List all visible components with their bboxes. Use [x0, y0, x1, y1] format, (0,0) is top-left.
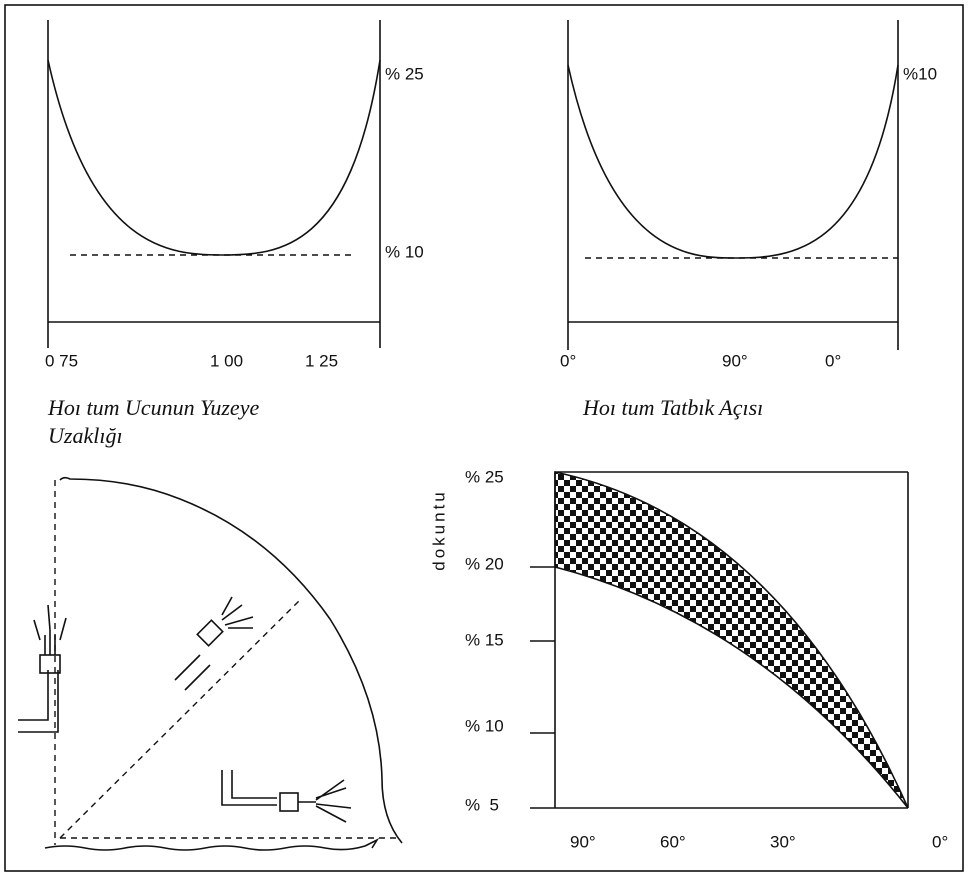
- drawing-line: [221, 596, 254, 629]
- curve: [567, 64, 899, 259]
- caption: Hoı tum Ucunun Yuzeye: [47, 395, 259, 420]
- frame: [4, 4, 964, 872]
- x-label: 90°: [570, 832, 596, 851]
- drawing-line: [174, 654, 211, 691]
- y-label: % 15: [465, 630, 504, 649]
- x-label: 30°: [770, 832, 796, 851]
- y-title: dokuntu: [429, 489, 448, 571]
- spray-illustration: [18, 476, 403, 851]
- band-chart: dokuntu % 25 % 20 % 15 % 10 % 5 90° 60° …: [429, 467, 948, 851]
- drawing-line: [39, 654, 61, 674]
- caption: Hoı tum Tatbık Açısı: [582, 395, 763, 420]
- caption: Uzaklığı: [48, 423, 123, 448]
- drawing-line: [59, 476, 403, 844]
- x-label: 0°: [825, 351, 841, 370]
- band: [554, 471, 909, 809]
- drawing-line: [196, 619, 224, 647]
- left-panel: % 25 % 10 0 75 1 00 1 25 Hoı tum Ucunun …: [45, 20, 424, 448]
- x-label: 60°: [660, 832, 686, 851]
- drawing-line: [279, 792, 299, 812]
- y-label: % 10: [465, 716, 504, 735]
- drawing-line: [44, 838, 380, 851]
- drawing-line: [59, 599, 301, 839]
- drawing-line: [298, 779, 352, 823]
- x-label: 0°: [932, 832, 948, 851]
- drawing-line: [18, 670, 59, 733]
- y-label: % 25: [465, 467, 504, 486]
- right-label: %10: [903, 64, 937, 83]
- x-label: 1 00: [210, 351, 243, 370]
- right-label: % 10: [385, 242, 424, 261]
- x-label: 1 25: [305, 351, 338, 370]
- drawing-line: [33, 604, 67, 655]
- x-label: 90°: [722, 351, 748, 370]
- right-label: % 25: [385, 64, 424, 83]
- curve: [47, 59, 381, 256]
- y-label: % 5: [465, 795, 499, 814]
- drawing-line: [221, 770, 277, 806]
- right-panel: %10 0° 90° 0° Hoı tum Tatbık Açısı: [560, 20, 937, 420]
- x-label: 0°: [560, 351, 576, 370]
- x-label: 0 75: [45, 351, 78, 370]
- y-label: % 20: [465, 554, 504, 573]
